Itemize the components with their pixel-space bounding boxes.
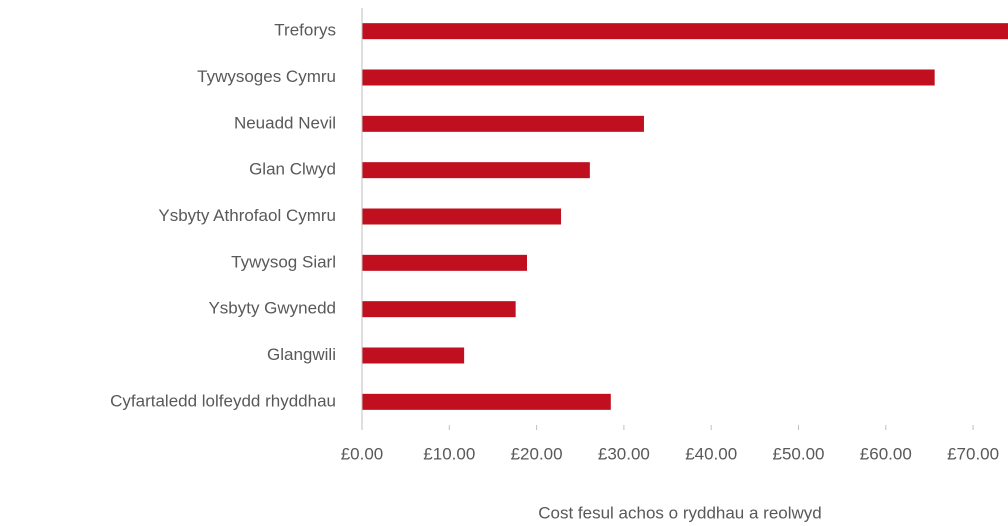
bar bbox=[362, 162, 590, 179]
bar bbox=[362, 23, 1008, 40]
x-tick-label: £70.00 bbox=[947, 444, 999, 463]
x-tick-label: £10.00 bbox=[423, 444, 475, 463]
x-tick-label: £30.00 bbox=[598, 444, 650, 463]
bar bbox=[362, 393, 611, 410]
x-tick-label: £20.00 bbox=[511, 444, 563, 463]
bar bbox=[362, 208, 562, 225]
x-axis-title: Cost fesul achos o ryddhau a reolwyd bbox=[538, 503, 822, 522]
y-tick-label: Neuadd Nevil bbox=[234, 113, 336, 132]
bar bbox=[362, 115, 644, 132]
y-tick-label: Glangwili bbox=[267, 345, 336, 364]
y-tick-label: Tywysog Siarl bbox=[231, 252, 336, 271]
bar bbox=[362, 301, 516, 318]
y-tick-label: Glan Clwyd bbox=[249, 160, 336, 179]
y-tick-label: Ysbyty Gwynedd bbox=[208, 299, 336, 318]
x-tick-label: £60.00 bbox=[860, 444, 912, 463]
y-tick-label: Treforys bbox=[274, 21, 336, 40]
bar bbox=[362, 69, 935, 86]
y-tick-label: Ysbyty Athrofaol Cymru bbox=[158, 206, 336, 225]
x-tick-label: £50.00 bbox=[772, 444, 824, 463]
x-tick-label: £0.00 bbox=[341, 444, 384, 463]
x-tick-label: £40.00 bbox=[685, 444, 737, 463]
bar bbox=[362, 347, 465, 364]
y-tick-label: Cyfartaledd lolfeydd rhyddhau bbox=[110, 391, 336, 410]
y-tick-label: Tywysoges Cymru bbox=[197, 67, 336, 86]
bar bbox=[362, 254, 527, 271]
